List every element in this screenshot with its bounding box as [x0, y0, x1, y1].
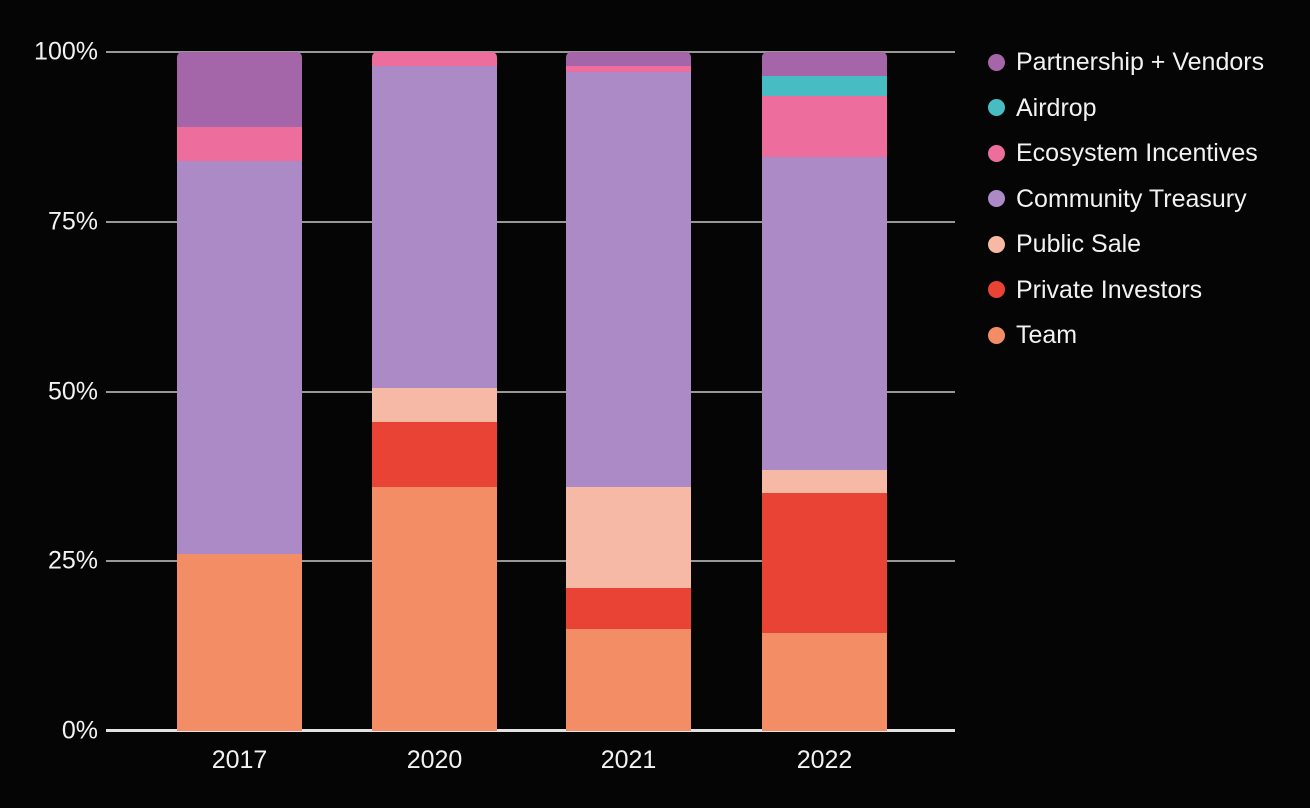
x-axis-baseline	[106, 729, 955, 732]
legend-label: Ecosystem Incentives	[1016, 139, 1258, 167]
legend-color-dot	[988, 326, 1005, 344]
x-tick-label: 2022	[796, 746, 853, 774]
bar-segment-partnership-vendors	[762, 52, 887, 76]
legend-color-dot	[988, 281, 1005, 298]
legend-label: Public Sale	[1016, 230, 1142, 258]
bar-segment-public-sale	[566, 486, 691, 589]
bar-2022	[762, 52, 887, 731]
gridline	[106, 220, 955, 223]
bar-segment-community-treasury	[372, 65, 497, 389]
gridline	[106, 560, 955, 563]
bar-segment-team	[762, 632, 887, 731]
bar-segment-public-sale	[762, 469, 887, 494]
bar-segment-community-treasury	[762, 157, 887, 470]
bar-segment-ecosystem-incentives	[566, 65, 691, 73]
legend-color-dot	[988, 235, 1005, 253]
bar-2020	[372, 52, 497, 731]
legend-item-ecosystem-incentives: Ecosystem Incentives	[988, 140, 1264, 166]
x-tick-label: 2021	[600, 746, 657, 774]
legend-color-dot	[988, 144, 1005, 162]
bar-segment-private-investors	[762, 493, 887, 633]
bar-segment-private-investors	[566, 588, 691, 630]
gridline	[106, 390, 955, 393]
y-tick-label: 100%	[34, 37, 98, 66]
legend-item-airdrop: Airdrop	[988, 95, 1264, 121]
bar-segment-partnership-vendors	[177, 52, 302, 127]
legend-item-partnership-vendors: Partnership + Vendors	[988, 49, 1264, 75]
bar-segment-ecosystem-incentives	[762, 96, 887, 158]
legend-label: Partnership + Vendors	[1016, 48, 1265, 76]
bar-segment-airdrop	[762, 75, 887, 97]
x-axis: 2017 2020 2021 2022	[0, 748, 1310, 788]
legend-color-dot	[988, 190, 1005, 207]
bar-segment-team	[566, 629, 691, 731]
y-tick-label: 25%	[47, 546, 98, 575]
legend-item-community-treasury: Community Treasury	[988, 186, 1264, 212]
legend-label: Community Treasury	[1016, 184, 1247, 213]
bar-2021	[566, 52, 691, 731]
legend-item-team: Team	[988, 322, 1264, 348]
plot-area	[106, 51, 955, 732]
y-tick-label: 50%	[47, 377, 98, 405]
y-tick-label: 0%	[61, 716, 98, 745]
bar-segment-public-sale	[372, 388, 497, 423]
x-tick-label: 2020	[406, 746, 463, 774]
y-tick-label: 75%	[47, 207, 98, 236]
legend-color-dot	[988, 99, 1005, 116]
x-tick-label: 2017	[211, 746, 268, 774]
bar-segment-private-investors	[372, 422, 497, 487]
bar-segment-partnership-vendors	[566, 52, 691, 66]
bar-segment-team	[177, 554, 302, 731]
legend-label: Airdrop	[1016, 93, 1097, 122]
bar-segment-ecosystem-incentives	[177, 126, 302, 161]
legend-label: Team	[1016, 321, 1078, 349]
bar-segment-community-treasury	[566, 72, 691, 487]
y-axis: 100% 75% 50% 25% 0%	[0, 39, 98, 743]
legend-label: Private Investors	[1016, 275, 1203, 304]
legend-item-public-sale: Public Sale	[988, 231, 1264, 257]
bar-segment-team	[372, 486, 497, 731]
legend: Partnership + Vendors Airdrop Ecosystem In…	[988, 49, 1264, 348]
gridline	[106, 51, 955, 53]
legend-color-dot	[988, 53, 1005, 71]
legend-item-private-investors: Private Investors	[988, 277, 1264, 303]
bar-segment-community-treasury	[177, 160, 302, 555]
bar-segment-ecosystem-incentives	[372, 52, 497, 66]
bar-2017	[177, 52, 302, 731]
